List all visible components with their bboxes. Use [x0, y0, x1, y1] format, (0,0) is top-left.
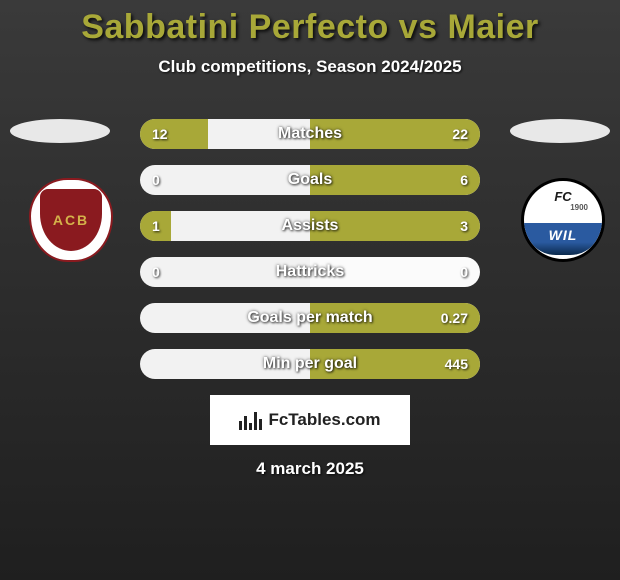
stat-row: 06Goals	[140, 165, 480, 195]
stat-value-right: 6	[460, 165, 468, 195]
stat-fill-left	[140, 119, 208, 149]
comparison-panel: ACB FC 1900 WIL 1222Matches06Goals13Assi…	[0, 119, 620, 479]
stat-value-left: 0	[152, 257, 160, 287]
brand-box: FcTables.com	[210, 395, 410, 445]
stat-value-right: 3	[460, 211, 468, 241]
circle-logo-icon: FC 1900 WIL	[521, 178, 605, 262]
club-left-abbrev: ACB	[40, 189, 102, 251]
club-logo-left: ACB	[22, 177, 120, 263]
stat-fill-right	[310, 211, 480, 241]
stat-row: 1222Matches	[140, 119, 480, 149]
player-left-silhouette	[10, 119, 110, 143]
stat-value-left: 1	[152, 211, 160, 241]
club-logo-right: FC 1900 WIL	[514, 177, 612, 263]
player-right-silhouette	[510, 119, 610, 143]
stat-value-right: 0	[460, 257, 468, 287]
club-right-bottom: WIL	[524, 227, 602, 243]
stat-row: 445Min per goal	[140, 349, 480, 379]
brand-text: FcTables.com	[268, 410, 380, 430]
stat-row: 00Hattricks	[140, 257, 480, 287]
stat-value-right: 22	[452, 119, 468, 149]
stat-value-right: 0.27	[441, 303, 468, 333]
club-right-top: FC	[524, 189, 602, 204]
date-label: 4 march 2025	[0, 459, 620, 479]
bar-chart-icon	[239, 410, 262, 430]
page-title: Sabbatini Perfecto vs Maier	[0, 0, 620, 47]
club-right-year: 1900	[570, 203, 588, 212]
stat-row: 13Assists	[140, 211, 480, 241]
stat-value-right: 445	[445, 349, 468, 379]
stat-row: 0.27Goals per match	[140, 303, 480, 333]
stat-fill-right	[310, 165, 480, 195]
stat-value-left: 12	[152, 119, 168, 149]
stat-value-left: 0	[152, 165, 160, 195]
shield-icon: ACB	[29, 178, 113, 262]
page-subtitle: Club competitions, Season 2024/2025	[0, 57, 620, 77]
stat-bars: 1222Matches06Goals13Assists00Hattricks0.…	[140, 119, 480, 379]
